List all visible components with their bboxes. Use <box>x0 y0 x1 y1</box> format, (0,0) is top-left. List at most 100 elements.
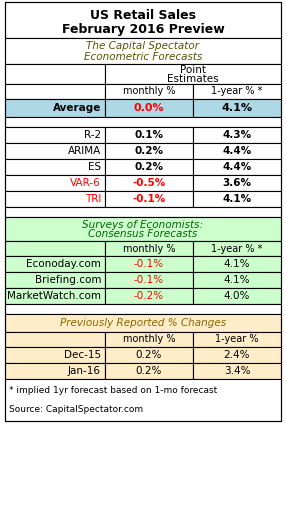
Bar <box>5 127 105 143</box>
Text: The Capital Spectator: The Capital Spectator <box>86 41 200 51</box>
Text: US Retail Sales: US Retail Sales <box>90 9 196 22</box>
Text: MarketWatch.com: MarketWatch.com <box>7 291 101 301</box>
Bar <box>193 191 281 207</box>
Text: ARIMA: ARIMA <box>68 146 101 156</box>
Bar <box>193 288 281 304</box>
Bar <box>5 143 105 159</box>
Text: 0.2%: 0.2% <box>136 366 162 376</box>
Bar <box>5 2 281 38</box>
Text: Source: CapitalSpectator.com: Source: CapitalSpectator.com <box>9 405 143 414</box>
Bar <box>105 64 281 84</box>
Bar <box>193 241 281 256</box>
Text: 4.1%: 4.1% <box>223 194 252 204</box>
Bar <box>5 217 281 241</box>
Text: -0.1%: -0.1% <box>134 259 164 269</box>
Bar <box>105 363 193 379</box>
Text: 0.2%: 0.2% <box>134 162 164 172</box>
Text: TRI: TRI <box>85 194 101 204</box>
Bar <box>5 84 105 99</box>
Bar <box>5 347 105 363</box>
Bar <box>193 256 281 272</box>
Bar <box>105 347 193 363</box>
Text: February 2016 Preview: February 2016 Preview <box>61 23 225 36</box>
Bar <box>5 304 281 314</box>
Bar <box>105 127 193 143</box>
Bar <box>193 143 281 159</box>
Bar <box>193 272 281 288</box>
Text: 0.0%: 0.0% <box>134 103 164 113</box>
Text: Previously Reported % Changes: Previously Reported % Changes <box>60 318 226 328</box>
Text: R-2: R-2 <box>84 130 101 140</box>
Bar <box>105 159 193 175</box>
Text: 1-year % *: 1-year % * <box>211 86 263 96</box>
Text: 4.1%: 4.1% <box>221 103 253 113</box>
Bar <box>5 272 105 288</box>
Bar <box>5 241 105 256</box>
Text: ES: ES <box>88 162 101 172</box>
Text: * implied 1yr forecast based on 1-mo forecast: * implied 1yr forecast based on 1-mo for… <box>9 386 217 395</box>
Bar <box>193 332 281 347</box>
Text: Jan-16: Jan-16 <box>68 366 101 376</box>
Bar <box>5 64 105 84</box>
Text: 1-year %: 1-year % <box>215 334 259 344</box>
Bar <box>5 38 281 64</box>
Bar <box>5 117 281 127</box>
Text: Dec-15: Dec-15 <box>64 350 101 360</box>
Text: monthly %: monthly % <box>123 244 175 254</box>
Text: -0.1%: -0.1% <box>132 194 166 204</box>
Text: Consensus Forecasts: Consensus Forecasts <box>88 230 198 239</box>
Text: Briefing.com: Briefing.com <box>35 275 101 285</box>
Text: 4.3%: 4.3% <box>223 130 252 140</box>
Bar <box>193 84 281 99</box>
Bar <box>5 363 105 379</box>
Text: 2.4%: 2.4% <box>224 350 250 360</box>
Text: Point: Point <box>180 66 206 75</box>
Bar <box>105 175 193 191</box>
Bar <box>105 256 193 272</box>
Bar <box>193 159 281 175</box>
Text: Estimates: Estimates <box>167 74 219 84</box>
Bar <box>193 127 281 143</box>
Text: monthly %: monthly % <box>123 86 175 96</box>
Text: -0.5%: -0.5% <box>132 178 166 188</box>
Text: Econoday.com: Econoday.com <box>26 259 101 269</box>
Bar <box>193 347 281 363</box>
Bar <box>5 256 105 272</box>
Bar <box>5 159 105 175</box>
Bar <box>5 314 281 332</box>
Bar <box>5 288 105 304</box>
Text: Surveys of Economists:: Surveys of Economists: <box>82 220 204 230</box>
Bar <box>193 99 281 117</box>
Text: 3.6%: 3.6% <box>223 178 251 188</box>
Bar <box>5 175 105 191</box>
Text: VAR-6: VAR-6 <box>70 178 101 188</box>
Bar <box>5 2 281 421</box>
Text: monthly %: monthly % <box>123 334 175 344</box>
Bar <box>105 191 193 207</box>
Text: 3.4%: 3.4% <box>224 366 250 376</box>
Text: 4.1%: 4.1% <box>224 275 250 285</box>
Bar <box>5 191 105 207</box>
Bar <box>105 99 193 117</box>
Text: Average: Average <box>53 103 101 113</box>
Bar <box>193 363 281 379</box>
Bar <box>5 207 281 217</box>
Text: 4.4%: 4.4% <box>223 146 252 156</box>
Bar <box>105 241 193 256</box>
Bar <box>105 272 193 288</box>
Text: 1-year % *: 1-year % * <box>211 244 263 254</box>
Bar <box>193 175 281 191</box>
Bar <box>105 288 193 304</box>
Text: 4.0%: 4.0% <box>224 291 250 301</box>
Text: Econometric Forecasts: Econometric Forecasts <box>84 52 202 62</box>
Text: 0.2%: 0.2% <box>134 146 164 156</box>
Bar <box>5 379 281 421</box>
Bar <box>5 332 105 347</box>
Text: 4.1%: 4.1% <box>224 259 250 269</box>
Bar <box>5 99 105 117</box>
Bar <box>105 143 193 159</box>
Bar <box>105 84 193 99</box>
Text: 0.1%: 0.1% <box>134 130 164 140</box>
Text: 0.2%: 0.2% <box>136 350 162 360</box>
Text: -0.1%: -0.1% <box>134 275 164 285</box>
